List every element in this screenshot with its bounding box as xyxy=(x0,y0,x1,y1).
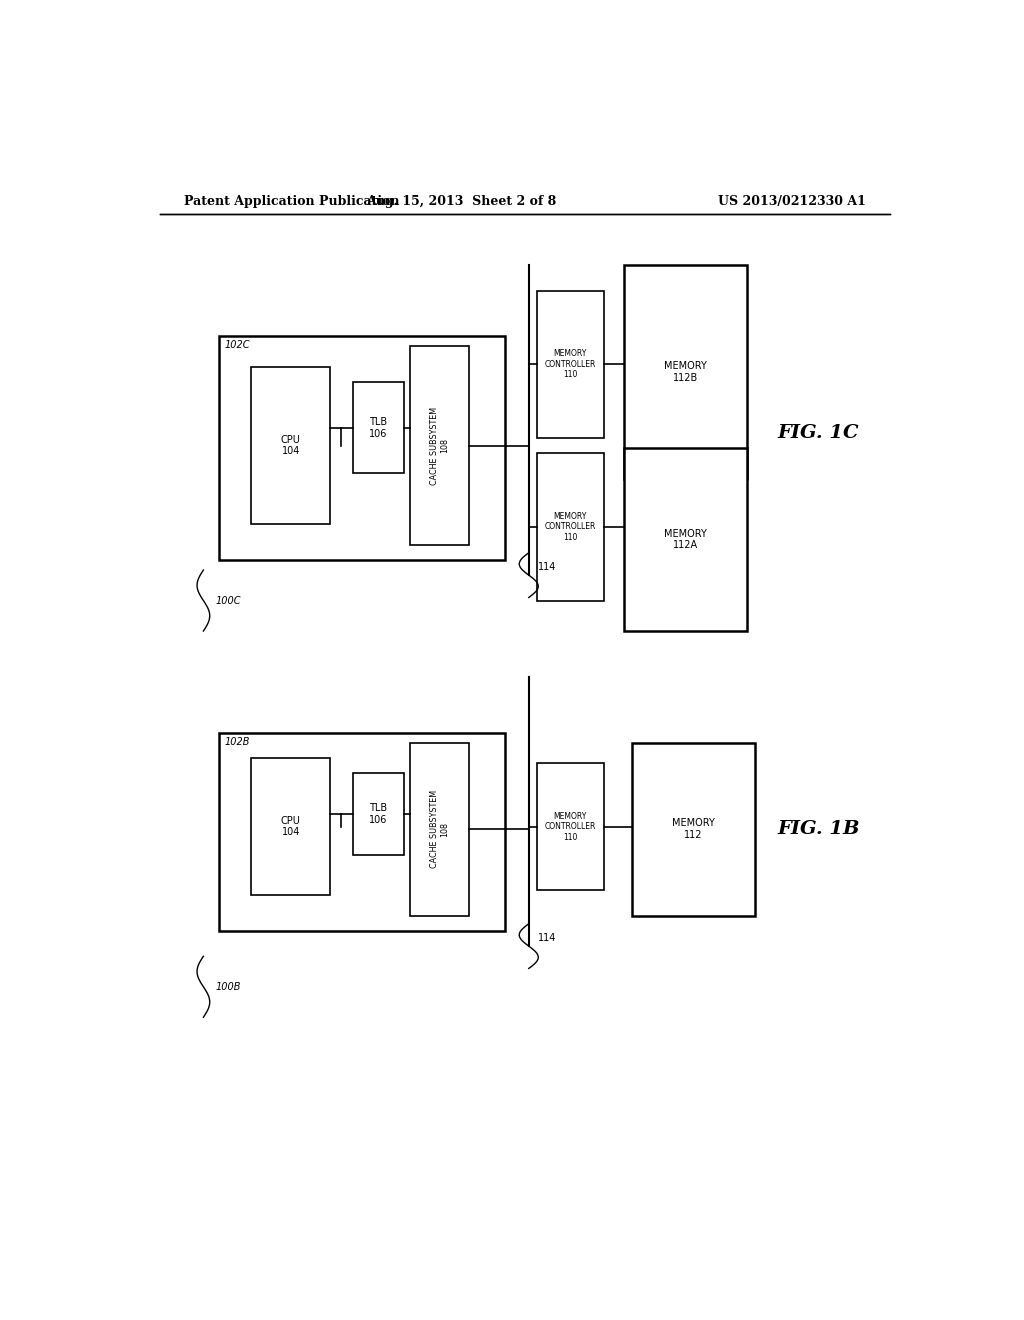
Text: US 2013/0212330 A1: US 2013/0212330 A1 xyxy=(718,194,866,207)
Text: 102B: 102B xyxy=(225,737,250,747)
Text: 100C: 100C xyxy=(215,595,241,606)
Text: TLB
106: TLB 106 xyxy=(370,417,387,438)
Bar xyxy=(537,763,604,890)
Text: Aug. 15, 2013  Sheet 2 of 8: Aug. 15, 2013 Sheet 2 of 8 xyxy=(367,194,556,207)
Bar xyxy=(352,774,404,854)
Text: TLB
106: TLB 106 xyxy=(370,803,387,825)
Text: MEMORY
112B: MEMORY 112B xyxy=(665,362,707,383)
Text: MEMORY
112A: MEMORY 112A xyxy=(665,529,707,550)
Text: MEMORY
CONTROLLER
110: MEMORY CONTROLLER 110 xyxy=(545,512,596,541)
Text: 100B: 100B xyxy=(215,982,241,991)
Bar xyxy=(410,346,469,545)
Text: MEMORY
112: MEMORY 112 xyxy=(672,818,715,840)
Text: 102C: 102C xyxy=(225,341,250,350)
Bar xyxy=(251,758,331,895)
Text: FIG. 1C: FIG. 1C xyxy=(777,424,859,442)
Bar xyxy=(632,743,755,916)
Text: 114: 114 xyxy=(539,933,557,942)
Text: Patent Application Publication: Patent Application Publication xyxy=(183,194,399,207)
Text: CACHE SUBSYSTEM
108: CACHE SUBSYSTEM 108 xyxy=(430,791,450,869)
Text: CACHE SUBSYSTEM
108: CACHE SUBSYSTEM 108 xyxy=(430,407,450,484)
Text: CPU
104: CPU 104 xyxy=(281,434,301,457)
Bar xyxy=(624,447,748,631)
Bar xyxy=(624,265,748,479)
Text: MEMORY
CONTROLLER
110: MEMORY CONTROLLER 110 xyxy=(545,812,596,842)
Bar xyxy=(219,337,505,560)
Bar xyxy=(251,367,331,524)
Bar xyxy=(410,743,469,916)
Bar xyxy=(352,381,404,474)
Text: FIG. 1B: FIG. 1B xyxy=(777,820,860,838)
Bar xyxy=(219,733,505,931)
Text: CPU
104: CPU 104 xyxy=(281,816,301,837)
Bar xyxy=(537,453,604,601)
Text: 114: 114 xyxy=(539,562,557,572)
Bar xyxy=(537,290,604,438)
Text: MEMORY
CONTROLLER
110: MEMORY CONTROLLER 110 xyxy=(545,350,596,379)
